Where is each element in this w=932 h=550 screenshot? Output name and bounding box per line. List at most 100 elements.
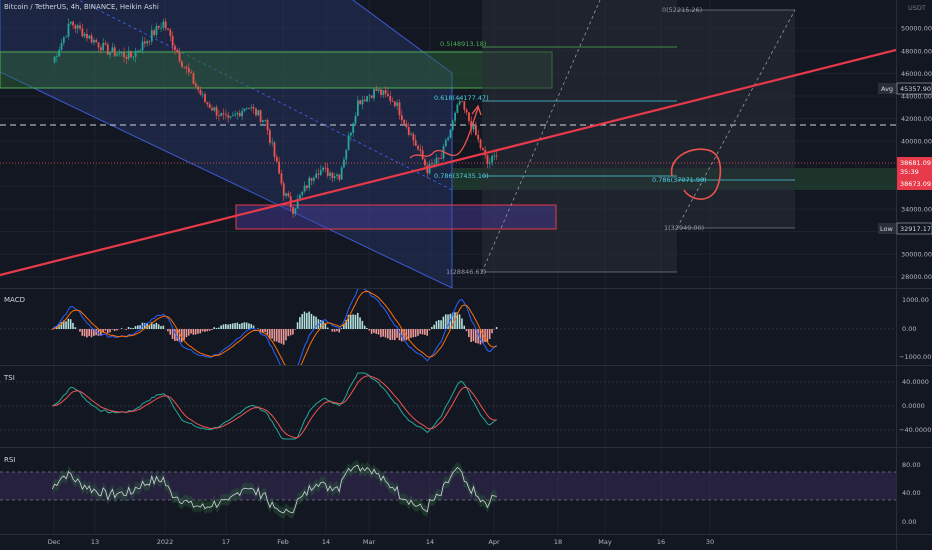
- macd-bar: [319, 320, 322, 329]
- macd-bar: [347, 315, 350, 329]
- macd-pane[interactable]: [0, 288, 896, 376]
- candle-body: [211, 108, 213, 111]
- target-circle[interactable]: [670, 148, 722, 200]
- price-axis[interactable]: 50000.00 48000.00 46000.00 44000.00 42000.00…: [901, 25, 932, 282]
- macd-bar: [398, 329, 401, 341]
- candles: [53, 18, 498, 218]
- candle-body: [456, 104, 459, 113]
- fib-label-1: 1(28846.61): [446, 268, 486, 276]
- candle-body: [67, 23, 70, 37]
- candle-body: [356, 100, 359, 116]
- candle-body: [417, 145, 419, 150]
- candle-body: [157, 25, 160, 28]
- candle-body: [141, 41, 144, 51]
- candle-body: [234, 114, 237, 116]
- candle-body: [363, 99, 366, 102]
- time-axis[interactable]: Dec 13 2022 17 Feb 14 Mar 14 Apr 18 May 16 30: [48, 538, 714, 546]
- projection-arrow[interactable]: [409, 104, 482, 159]
- candle-body: [338, 174, 341, 180]
- macd-bar: [403, 329, 405, 342]
- candle-body: [449, 129, 452, 138]
- candle-body: [220, 113, 223, 117]
- candle-body: [336, 174, 338, 177]
- supply-zone[interactable]: [0, 51, 553, 89]
- macd-bar: [106, 329, 109, 334]
- candle-body: [229, 116, 232, 118]
- macd-bar: [465, 329, 468, 332]
- fib-label-0-5: 0.5(48913.18): [440, 40, 486, 48]
- fib-label-0-786: 0.786(37435.10): [434, 172, 489, 180]
- macd-bar: [88, 329, 90, 337]
- macd-bar: [176, 329, 178, 341]
- candle-body: [384, 90, 387, 94]
- candle-body: [86, 33, 88, 39]
- candle-body: [349, 132, 352, 136]
- demand-zone[interactable]: [235, 204, 557, 230]
- candle-body: [437, 157, 440, 159]
- price-tick-9: 30000.00: [901, 251, 932, 259]
- candle-body: [271, 142, 274, 144]
- macd-bar: [340, 328, 343, 329]
- macd-bar: [488, 329, 491, 339]
- candle-body: [250, 107, 253, 109]
- candle-body: [292, 207, 294, 214]
- price-tick-3: 44000.00: [901, 93, 932, 101]
- macd-bar: [79, 329, 81, 332]
- candle-body: [206, 102, 209, 105]
- macd-bar: [248, 323, 250, 329]
- macd-bar: [104, 329, 107, 331]
- macd-bar: [456, 312, 459, 329]
- candle-body: [275, 156, 278, 162]
- macd-bar: [410, 329, 412, 338]
- candle-body: [435, 157, 438, 164]
- macd-bar: [67, 318, 70, 329]
- macd-bar: [238, 324, 241, 329]
- current-price-tag[interactable]: [897, 157, 932, 190]
- candle-body: [377, 89, 380, 91]
- candle-body: [472, 125, 475, 130]
- candle-body: [333, 176, 336, 178]
- tsi-pane[interactable]: [0, 372, 896, 440]
- candle-body: [424, 159, 426, 166]
- macd-bar: [262, 329, 264, 333]
- macd-bar: [433, 324, 435, 329]
- candle-body: [224, 114, 227, 116]
- macd-bar: [116, 329, 118, 331]
- macd-bar: [268, 329, 271, 339]
- macd-bar: [150, 322, 153, 329]
- candle-body: [433, 163, 436, 165]
- candle-body: [162, 21, 165, 28]
- candle-body: [143, 41, 146, 44]
- macd-bar: [437, 320, 440, 329]
- candle-body: [282, 183, 285, 196]
- candle-body: [81, 28, 84, 37]
- macd-bar: [185, 329, 188, 338]
- candle-body: [405, 123, 408, 128]
- candle-body: [396, 102, 399, 106]
- candle-body: [243, 108, 246, 112]
- candle-body: [370, 95, 373, 99]
- candle-body: [428, 163, 431, 174]
- macd-bar: [192, 329, 195, 335]
- fib-labels: 0.5(48913.18) 0.618(44177.47) 0.786(3743…: [434, 6, 707, 276]
- macd-bar: [449, 313, 452, 329]
- macd-bar: [472, 329, 475, 342]
- time-tick-5: 14: [322, 538, 330, 546]
- fib-label-0-618: 0.618(44177.47): [434, 94, 489, 102]
- macd-bar: [208, 329, 211, 331]
- macd-bar: [137, 325, 139, 329]
- rising-trendline[interactable]: [0, 48, 896, 277]
- candle-body: [264, 119, 267, 121]
- candle-body: [340, 167, 343, 180]
- candle-body: [299, 195, 301, 199]
- candle-body: [431, 163, 433, 165]
- projection-box-1[interactable]: [482, 0, 677, 272]
- tsi-tick-mid: 0.0000: [902, 402, 925, 410]
- macd-bar: [389, 329, 391, 340]
- descending-channel[interactable]: [0, 0, 453, 288]
- candle-body: [125, 57, 128, 59]
- rsi-pane[interactable]: [0, 459, 896, 519]
- macd-bar: [486, 329, 489, 343]
- rsi-tick-mid: 40.00: [902, 489, 921, 497]
